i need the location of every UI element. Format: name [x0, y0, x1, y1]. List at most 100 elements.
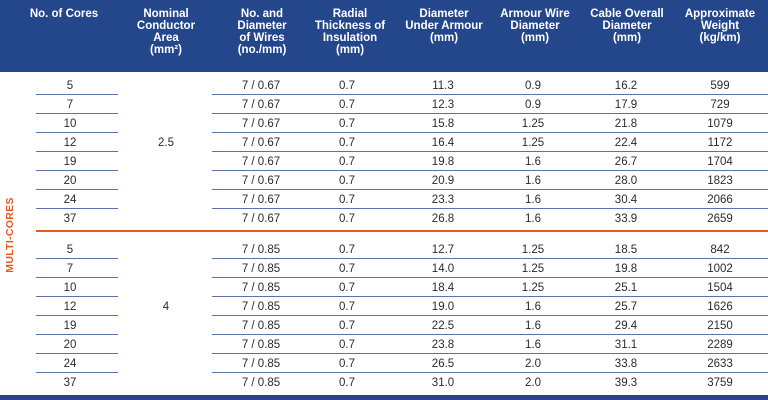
under-armour-cell: 16.4: [431, 137, 455, 149]
insulation-cell: 0.7: [339, 377, 355, 389]
weight-cell: 1626: [707, 301, 733, 313]
cores-cell: 20: [63, 175, 77, 187]
armour-wire-cell: 1.6: [525, 339, 541, 351]
insulation-cell: 0.7: [339, 282, 355, 294]
overall-diameter-cell: 29.4: [614, 320, 638, 332]
row-rule: [36, 296, 118, 297]
cores-cell: 37: [63, 213, 77, 225]
cores-cell: 19: [63, 156, 77, 168]
insulation-cell: 0.7: [339, 244, 355, 256]
row-rule: [36, 94, 118, 95]
table-row: 7 7 / 0.85 0.7 14.0 1.25 19.8 1002: [0, 259, 768, 278]
table-bottom-bar: [0, 395, 768, 400]
insulation-cell: 0.7: [339, 339, 355, 351]
row-rule: [212, 113, 768, 114]
overall-diameter-cell: 18.5: [614, 244, 638, 256]
armour-wire-cell: 1.6: [525, 156, 541, 168]
row-rule: [212, 296, 768, 297]
insulation-cell: 0.7: [339, 99, 355, 111]
insulation-cell: 0.7: [339, 358, 355, 370]
cores-cell: 19: [63, 320, 77, 332]
overall-diameter-cell: 33.8: [614, 358, 638, 370]
table-row: 24 7 / 0.67 0.7 23.3 1.6 30.4 2066: [0, 190, 768, 209]
table-row: 37 7 / 0.85 0.7 31.0 2.0 39.3 3759: [0, 373, 768, 392]
overall-diameter-cell: 39.3: [614, 377, 638, 389]
armour-wire-cell: 1.6: [525, 194, 541, 206]
under-armour-cell: 14.0: [431, 263, 455, 275]
armour-wire-cell: 1.6: [525, 213, 541, 225]
wires-cell: 7 / 0.85: [241, 282, 281, 294]
insulation-cell: 0.7: [339, 137, 355, 149]
weight-cell: 2150: [707, 320, 733, 332]
weight-cell: 2633: [707, 358, 733, 370]
under-armour-cell: 20.9: [431, 175, 455, 187]
row-rule: [36, 258, 118, 259]
overall-diameter-cell: 17.9: [614, 99, 638, 111]
overall-diameter-cell: 25.7: [614, 301, 638, 313]
wires-cell: 7 / 0.67: [241, 99, 281, 111]
cores-cell: 7: [66, 99, 74, 111]
under-armour-cell: 23.8: [431, 339, 455, 351]
row-rule: [212, 189, 768, 190]
cores-cell: 5: [66, 244, 74, 256]
weight-cell: 599: [710, 80, 730, 92]
under-armour-cell: 22.5: [431, 320, 455, 332]
armour-wire-cell: 1.6: [525, 175, 541, 187]
wires-cell: 7 / 0.85: [241, 339, 281, 351]
wires-cell: 7 / 0.85: [241, 358, 281, 370]
row-rule: [36, 315, 118, 316]
row-rule: [212, 372, 768, 373]
table-row: 24 7 / 0.85 0.7 26.5 2.0 33.8 2633: [0, 354, 768, 373]
row-rule: [36, 277, 118, 278]
cores-cell: 10: [63, 282, 77, 294]
row-rule: [36, 113, 118, 114]
cores-cell: 10: [63, 118, 77, 130]
weight-cell: 1504: [707, 282, 733, 294]
overall-diameter-cell: 30.4: [614, 194, 638, 206]
table-row: 10 7 / 0.85 0.7 18.4 1.25 25.1 1504: [0, 278, 768, 297]
table-row: 20 7 / 0.85 0.7 23.8 1.6 31.1 2289: [0, 335, 768, 354]
row-rule: [36, 334, 118, 335]
wires-cell: 7 / 0.67: [241, 118, 281, 130]
under-armour-cell: 19.8: [431, 156, 455, 168]
armour-wire-cell: 1.25: [521, 263, 545, 275]
header-under-armour: Diameter Under Armour (mm): [405, 8, 483, 44]
weight-cell: 2289: [707, 339, 733, 351]
overall-diameter-cell: 25.1: [614, 282, 638, 294]
wires-cell: 7 / 0.67: [241, 213, 281, 225]
overall-diameter-cell: 21.8: [614, 118, 638, 130]
table-header: No. of Cores Nominal Conductor Area (mm²…: [0, 0, 768, 72]
overall-diameter-cell: 16.2: [614, 80, 638, 92]
under-armour-cell: 23.3: [431, 194, 455, 206]
armour-wire-cell: 2.0: [525, 358, 541, 370]
overall-diameter-cell: 22.4: [614, 137, 638, 149]
row-rule: [212, 132, 768, 133]
weight-cell: 1079: [707, 118, 733, 130]
armour-wire-cell: 1.25: [521, 118, 545, 130]
table-row: 37 7 / 0.67 0.7 26.8 1.6 33.9 2659: [0, 209, 768, 228]
overall-diameter-cell: 28.0: [614, 175, 638, 187]
weight-cell: 3759: [707, 377, 733, 389]
weight-cell: 1823: [707, 175, 733, 187]
insulation-cell: 0.7: [339, 156, 355, 168]
wires-cell: 7 / 0.67: [241, 80, 281, 92]
wires-cell: 7 / 0.85: [241, 377, 281, 389]
conductor-area-cell: 2.5: [158, 137, 174, 149]
row-rule: [212, 353, 768, 354]
row-rule: [212, 170, 768, 171]
conductor-area-cell: 4: [162, 301, 170, 313]
wires-cell: 7 / 0.85: [241, 244, 281, 256]
table-row: 5 7 / 0.85 0.7 12.7 1.25 18.5 842: [0, 240, 768, 259]
armour-wire-cell: 1.6: [525, 320, 541, 332]
insulation-cell: 0.7: [339, 118, 355, 130]
header-overall-diameter: Cable Overall Diameter (mm): [590, 8, 664, 44]
table-row: 19 7 / 0.67 0.7 19.8 1.6 26.7 1704: [0, 152, 768, 171]
weight-cell: 842: [710, 244, 730, 256]
header-cores: No. of Cores: [29, 8, 99, 20]
armour-wire-cell: 1.25: [521, 282, 545, 294]
row-rule: [212, 334, 768, 335]
row-rule: [36, 132, 118, 133]
under-armour-cell: 26.8: [431, 213, 455, 225]
armour-wire-cell: 0.9: [525, 99, 541, 111]
insulation-cell: 0.7: [339, 80, 355, 92]
